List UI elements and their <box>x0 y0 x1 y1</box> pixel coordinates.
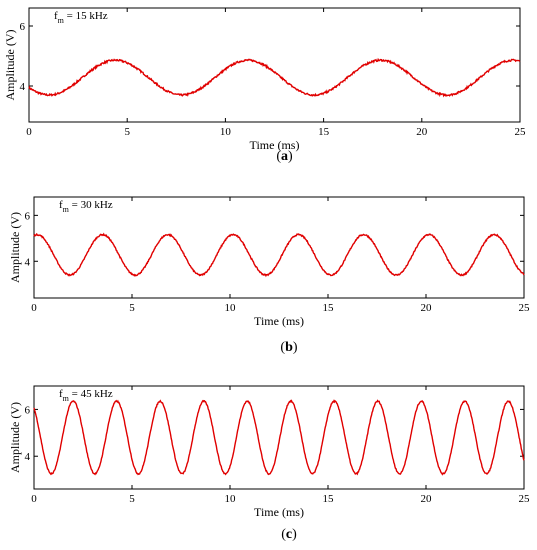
waveform-series-0 <box>28 57 521 98</box>
x-tick-label: 5 <box>129 302 135 314</box>
annotation-subscript: m <box>58 16 65 25</box>
plot-frame <box>33 385 525 490</box>
caption-letter: a <box>281 149 288 164</box>
x-tick-label: 10 <box>220 126 232 138</box>
x-axis-label: Time (ms) <box>254 314 304 328</box>
x-axis-label: Time (ms) <box>250 138 300 152</box>
caption-open-paren: ( <box>281 527 286 542</box>
panel-caption: (c) <box>281 527 297 542</box>
x-tick-label: 0 <box>31 302 37 314</box>
y-axis-label: Amplitude (V) <box>8 402 22 473</box>
caption-close-paren: ) <box>292 527 297 542</box>
annotation-symbol: f <box>59 388 63 400</box>
caption-close-paren: ) <box>288 149 293 164</box>
x-tick-label: 20 <box>416 126 428 138</box>
frequency-annotation: fm = 15 kHz <box>54 10 108 25</box>
x-tick-label: 20 <box>421 302 433 314</box>
y-tick-label: 4 <box>25 451 31 463</box>
chart-panel-b: 0 5 10 15 20 25 4 6 Time (ms) Amplitude (V) fm = 3… <box>8 196 531 355</box>
x-tick-label: 0 <box>31 493 37 505</box>
chart-panel-c: 0 5 10 15 20 25 4 6 Time (ms) Amplitude (V) fm = 4… <box>8 385 531 542</box>
x-tick-label: 15 <box>318 126 330 138</box>
frequency-annotation: fm = 30 kHz <box>59 199 113 214</box>
caption-close-paren: ) <box>293 340 298 355</box>
frequency-annotation: fm = 45 kHz <box>59 388 113 403</box>
x-tick-label: 25 <box>519 493 531 505</box>
x-tick-label: 5 <box>124 126 130 138</box>
y-tick-label: 6 <box>20 21 26 33</box>
plot-frame <box>28 7 521 123</box>
annotation-symbol: f <box>54 10 58 22</box>
caption-letter: b <box>285 340 293 355</box>
x-tick-label: 5 <box>129 493 135 505</box>
x-tick-label: 20 <box>421 493 433 505</box>
y-axis-label: Amplitude (V) <box>3 30 17 101</box>
x-tick-label: 25 <box>519 302 531 314</box>
panel-caption: (a) <box>276 149 293 164</box>
y-tick-label: 6 <box>25 404 31 416</box>
y-tick-label: 4 <box>25 256 31 268</box>
x-tick-label: 10 <box>225 493 237 505</box>
x-tick-label: 0 <box>26 126 32 138</box>
annotation-text: = 45 kHz <box>69 388 113 400</box>
x-tick-label: 10 <box>225 302 237 314</box>
y-tick-label: 6 <box>25 210 31 222</box>
waveform-series-0 <box>33 232 525 278</box>
plot-frame <box>33 196 525 299</box>
waveform-series-0 <box>33 399 525 476</box>
y-tick-label: 4 <box>20 81 26 93</box>
caption-open-paren: ( <box>280 340 285 355</box>
annotation-text: = 15 kHz <box>64 10 108 22</box>
x-tick-label: 25 <box>515 126 527 138</box>
x-tick-label: 15 <box>323 302 335 314</box>
caption-open-paren: ( <box>276 149 281 164</box>
caption-letter: c <box>286 527 292 542</box>
annotation-symbol: f <box>59 199 63 211</box>
x-axis-label: Time (ms) <box>254 505 304 519</box>
x-tick-label: 15 <box>323 493 335 505</box>
panel-caption: (b) <box>280 340 297 355</box>
annotation-subscript: m <box>63 394 70 403</box>
chart-panel-a: 0 5 10 15 20 25 4 6 Time (ms) Amplitude (V) fm = 1… <box>3 7 527 164</box>
y-axis-label: Amplitude (V) <box>8 212 22 283</box>
annotation-text: = 30 kHz <box>69 199 113 211</box>
annotation-subscript: m <box>63 205 70 214</box>
